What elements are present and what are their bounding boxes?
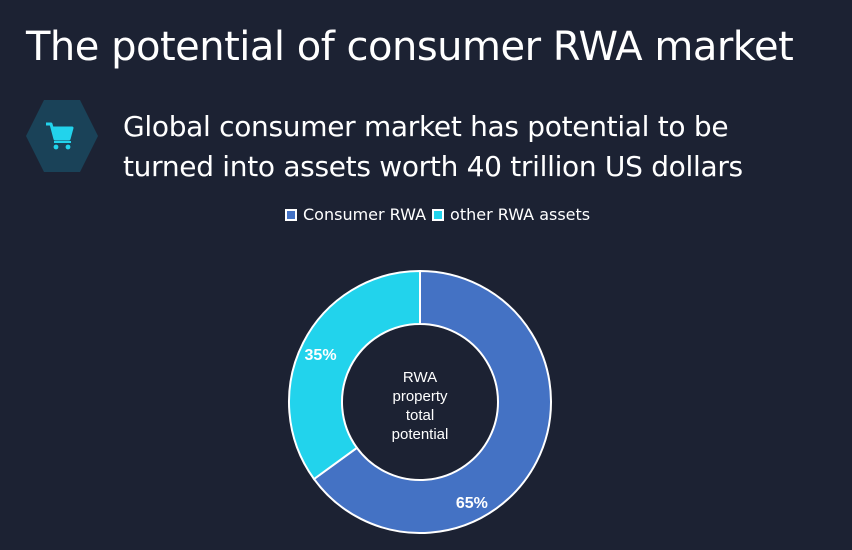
legend-swatch-other <box>432 208 445 221</box>
data-label: 65% <box>456 495 488 512</box>
subtitle: Global consumer market has potential to … <box>123 107 743 187</box>
center-label: RWA property total potential <box>392 369 449 443</box>
legend-swatch-consumer <box>285 208 297 221</box>
slice-consumer-rwa <box>312 269 552 534</box>
slice-other-rwa-assets <box>288 269 421 481</box>
subtitle-line: turned into assets worth 40 trillion US … <box>123 150 743 183</box>
shopping-cart-icon <box>26 100 98 172</box>
data-label: 35% <box>305 347 337 364</box>
legend-label-other: other RWA assets <box>450 205 591 224</box>
subtitle-line: Global consumer market has potential to … <box>123 110 729 143</box>
legend-label-consumer: Consumer RWA <box>303 205 427 224</box>
page-title: The potential of consumer RWA market <box>26 24 794 70</box>
chart-legend: Consumer RWA other RWA assets <box>285 205 590 224</box>
